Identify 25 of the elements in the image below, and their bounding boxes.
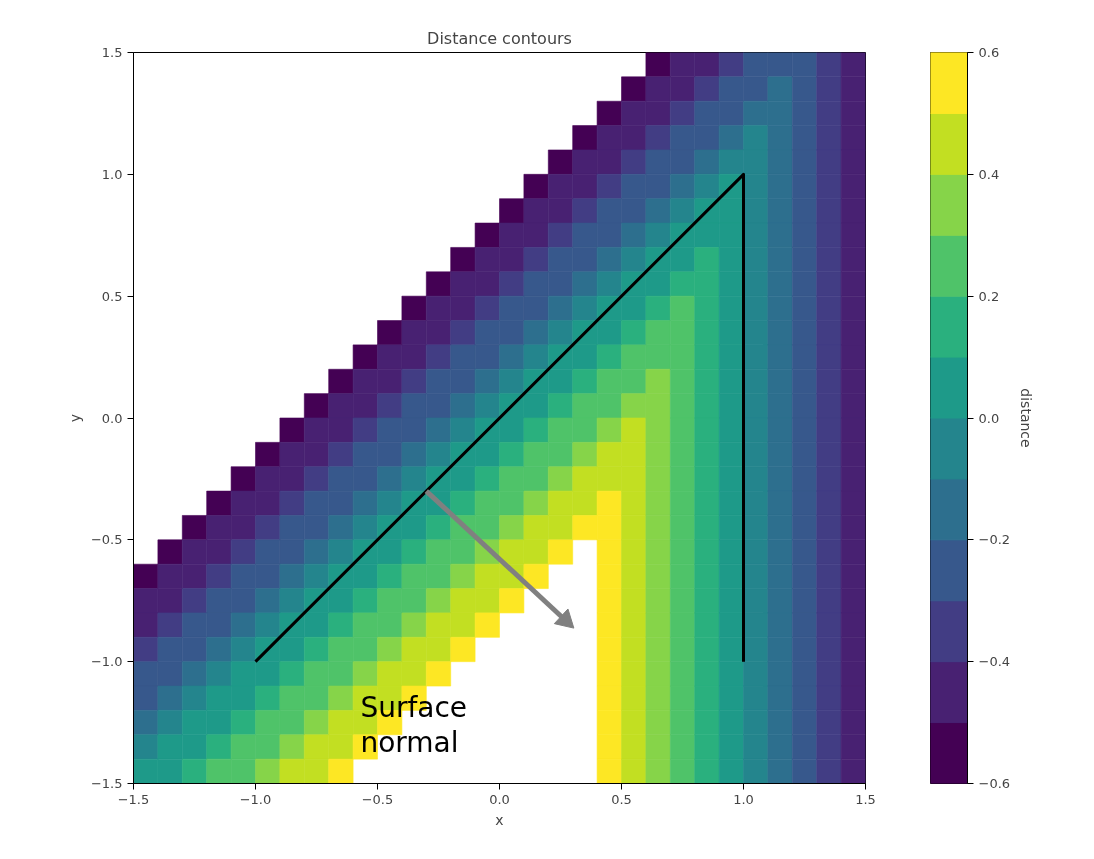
color-bar-label: 0.4 <box>978 166 1000 182</box>
x-tick-label: −0.5 <box>361 791 394 807</box>
y-axis-title: y <box>66 413 83 423</box>
y-tick-label: −0.5 <box>90 532 123 548</box>
x-tick-label: 0.0 <box>489 791 510 807</box>
y-tick-label: 0.5 <box>101 288 123 304</box>
y-tick-label: −1.0 <box>90 654 123 670</box>
color-bar-label: 0.2 <box>978 288 1000 304</box>
y-tick-label: 1.0 <box>101 166 123 182</box>
chart-title: Distance contours <box>427 28 572 48</box>
x-tick-label: 1.0 <box>733 791 754 807</box>
y-tick-label: 1.5 <box>101 45 123 60</box>
x-tick-label: 0.5 <box>611 791 632 807</box>
x-tick-label: −1.5 <box>117 791 150 807</box>
color-bar-label: −0.2 <box>978 532 1011 548</box>
y-tick-label: 0.0 <box>101 410 123 426</box>
y-tick-label: −1.5 <box>90 776 123 791</box>
color-bar-title: distance <box>1018 388 1035 448</box>
x-tick-label: −1.0 <box>239 791 272 807</box>
color-bar-label: −0.6 <box>978 776 1011 791</box>
color-bar-label: 0.6 <box>978 45 1000 60</box>
x-axis-title: x <box>495 811 504 828</box>
color-bar-label: 0.0 <box>978 410 1000 426</box>
x-tick-label: 1.5 <box>855 791 876 807</box>
color-bar-label: −0.4 <box>978 654 1011 670</box>
